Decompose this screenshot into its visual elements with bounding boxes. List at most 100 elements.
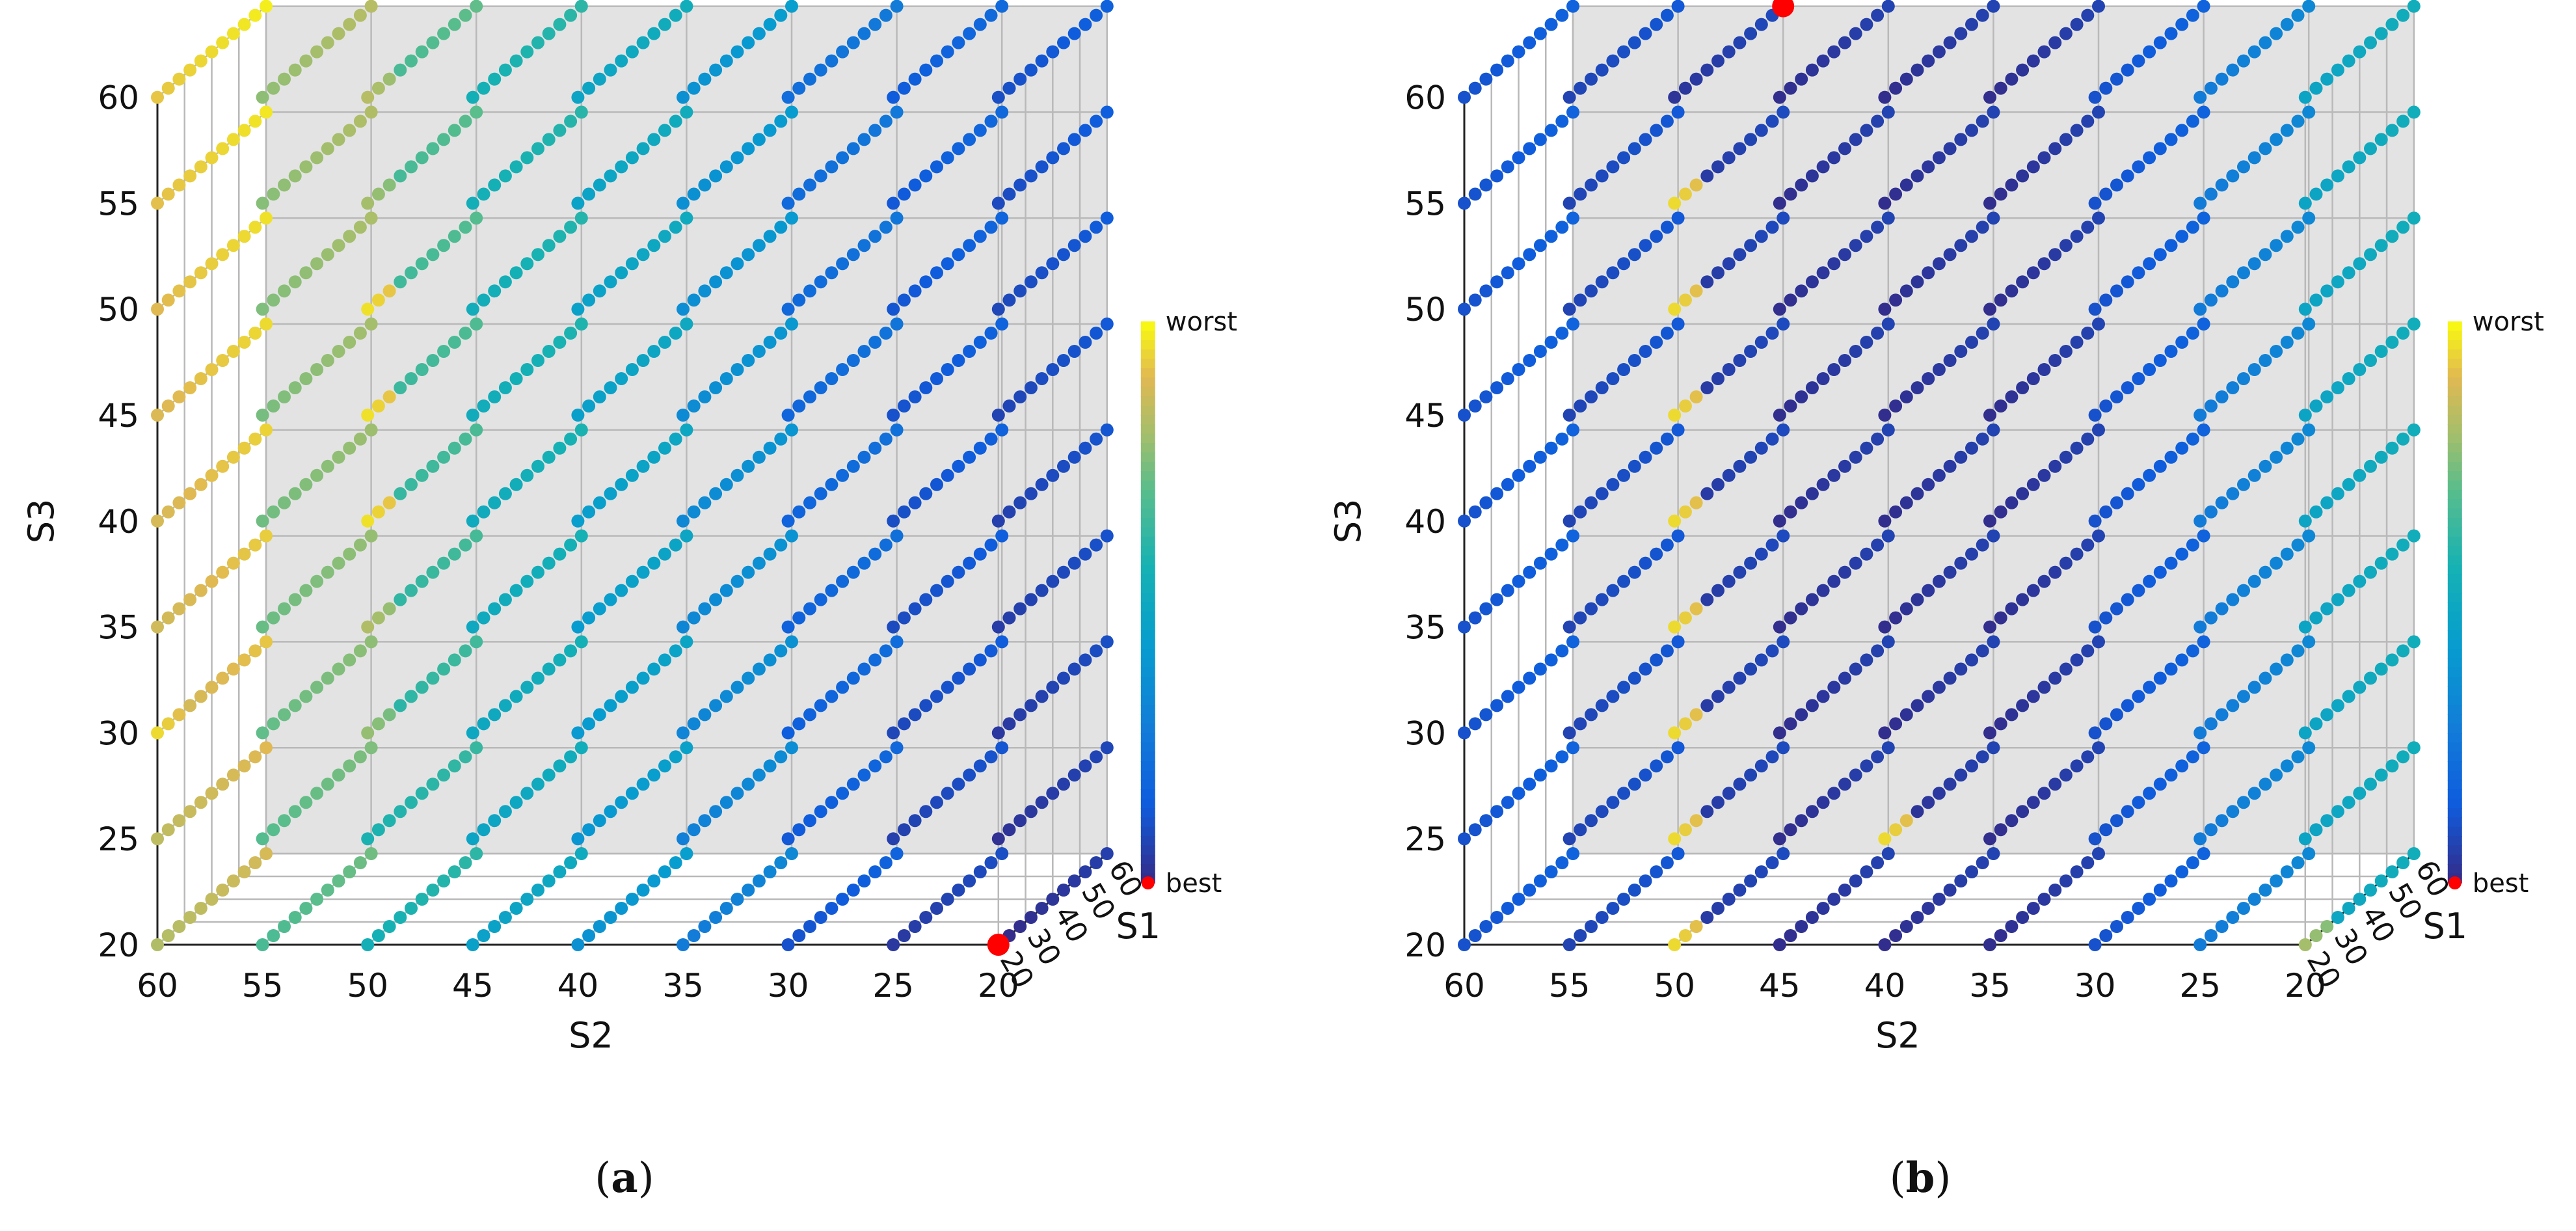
data-point: [1816, 902, 1830, 915]
data-point: [963, 27, 976, 40]
data-point: [1100, 0, 1114, 13]
data-point: [172, 708, 186, 722]
data-point: [1024, 911, 1038, 924]
data-point: [1067, 133, 1081, 146]
data-point: [205, 468, 219, 482]
data-point: [803, 284, 816, 298]
data-point: [2309, 81, 2323, 95]
data-point: [2342, 902, 2355, 915]
data-point: [2247, 257, 2261, 271]
data-point: [2280, 759, 2294, 773]
data-point: [1668, 726, 1682, 740]
data-point: [890, 318, 904, 331]
data-point: [183, 487, 197, 500]
s2-tick-label: 20: [978, 967, 1019, 1005]
data-point: [2099, 505, 2113, 519]
data-point: [1555, 327, 1569, 340]
data-point: [1574, 929, 1587, 942]
data-point: [260, 847, 273, 860]
data-point: [1671, 847, 1685, 860]
data-point: [814, 275, 827, 289]
data-point: [792, 293, 806, 307]
data-point: [2081, 432, 2095, 446]
data-point: [2026, 902, 2040, 915]
data-point: [2320, 708, 2334, 722]
data-point: [1700, 63, 1714, 77]
data-point: [2298, 409, 2312, 422]
colorbar-segment: [2447, 658, 2462, 668]
colorbar-segment: [2447, 396, 2462, 407]
data-point: [2407, 741, 2421, 755]
data-point: [2204, 81, 2218, 95]
data-point: [2407, 529, 2421, 543]
data-point: [310, 681, 324, 694]
data-point: [459, 115, 472, 128]
data-point: [2291, 856, 2305, 869]
colorbar-segment: [1140, 779, 1155, 790]
data-point: [677, 938, 690, 951]
data-point: [448, 653, 461, 667]
data-point: [719, 796, 733, 809]
data-point: [1035, 54, 1049, 68]
data-point: [321, 778, 334, 791]
colorbar-segment: [2447, 807, 2462, 818]
data-point: [1079, 547, 1092, 561]
data-point: [1002, 717, 1016, 731]
data-point: [542, 345, 556, 358]
data-point: [2374, 556, 2388, 570]
data-point: [2037, 468, 2051, 482]
data-point: [941, 363, 954, 376]
data-point: [2291, 538, 2305, 552]
data-point: [2396, 644, 2410, 658]
data-point: [1765, 644, 1779, 658]
data-point: [919, 911, 933, 924]
data-point: [781, 409, 795, 422]
data-point: [1574, 399, 1587, 413]
data-point: [890, 635, 904, 649]
data-point: [1881, 741, 1895, 755]
data-point: [836, 681, 850, 694]
data-point: [437, 768, 451, 782]
data-point: [625, 45, 639, 59]
data-point: [1922, 584, 1935, 597]
data-point: [574, 0, 588, 13]
data-point: [1660, 115, 1674, 128]
data-point: [1628, 565, 1641, 579]
s2-tick-label: 50: [347, 967, 388, 1005]
data-point: [470, 635, 483, 649]
data-point: [1458, 514, 1471, 528]
data-point: [2320, 390, 2334, 403]
data-point: [574, 741, 588, 755]
data-point: [582, 505, 596, 519]
data-point: [1849, 662, 1862, 676]
data-point: [1878, 196, 1892, 210]
data-point: [615, 690, 628, 703]
data-point: [1668, 409, 1682, 422]
data-point: [2364, 884, 2377, 897]
data-point: [260, 741, 273, 755]
data-point: [1468, 505, 1482, 519]
data-point: [278, 390, 291, 403]
data-point: [1784, 823, 1797, 837]
data-point: [260, 211, 273, 225]
data-point: [466, 832, 479, 846]
data-point: [1765, 115, 1779, 128]
data-point: [803, 178, 816, 192]
data-point: [2153, 565, 2167, 579]
data-point: [382, 708, 396, 722]
data-point: [299, 690, 313, 703]
colorbar-segment: [2447, 527, 2462, 537]
data-point: [1722, 681, 1736, 694]
data-point: [636, 459, 650, 473]
data-point: [941, 151, 954, 165]
data-point: [2280, 547, 2294, 561]
data-point: [709, 169, 723, 183]
data-point: [498, 169, 512, 183]
data-point: [2342, 266, 2355, 280]
data-point: [593, 72, 606, 86]
data-point: [2364, 354, 2377, 367]
data-point: [2364, 459, 2377, 473]
data-point: [636, 248, 650, 262]
data-point: [814, 381, 827, 394]
colorbar-segment: [1140, 396, 1155, 407]
